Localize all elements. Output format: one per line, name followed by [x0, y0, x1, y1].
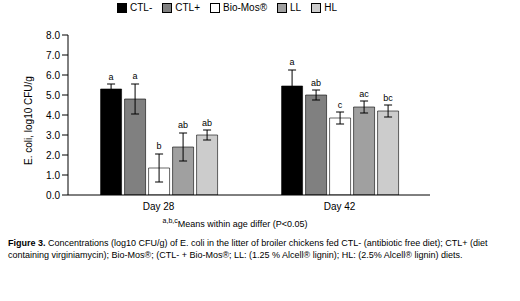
- html-text:Figure 3. Concentrations (log1: Figure 3. Concentrations (log10 CFU/g) o…: [8, 238, 488, 260]
- svg-text:0.0: 0.0: [46, 190, 60, 201]
- svg-text:ab: ab: [178, 120, 188, 130]
- svg-text:Day 42: Day 42: [324, 201, 356, 212]
- svg-text:ac: ac: [359, 89, 369, 99]
- svg-text:5.0: 5.0: [46, 90, 60, 101]
- svg-text:bc: bc: [383, 93, 393, 103]
- svg-text:7.0: 7.0: [46, 50, 60, 61]
- html-text:a,b,cMeans within age differ (: a,b,cMeans within age differ (P<0.05): [162, 217, 308, 229]
- svg-text:8.0: 8.0: [46, 30, 60, 41]
- svg-text:ab: ab: [311, 78, 321, 88]
- svg-text:a: a: [290, 57, 295, 67]
- html-text:HL: HL: [324, 2, 337, 13]
- svg-text:2.0: 2.0: [46, 150, 60, 161]
- svg-text:c: c: [338, 100, 343, 110]
- svg-text:6.0: 6.0: [46, 70, 60, 81]
- svg-text:1.0: 1.0: [46, 170, 60, 181]
- html-text:Bio-Mos®: Bio-Mos®: [223, 2, 267, 13]
- html-text:CTL-: CTL-: [130, 2, 153, 13]
- svg-text:a: a: [109, 72, 114, 82]
- svg-text:ab: ab: [202, 118, 212, 128]
- svg-text:3.0: 3.0: [46, 130, 60, 141]
- html-text:CTL+: CTL+: [175, 2, 200, 13]
- svg-text:Day 28: Day 28: [143, 201, 175, 212]
- html-text:LL: LL: [290, 2, 302, 13]
- svg-text:a: a: [133, 71, 138, 81]
- svg-text:E. coli, log10 CFU/g: E. coli, log10 CFU/g: [23, 76, 34, 165]
- svg-text:b: b: [157, 141, 162, 151]
- svg-text:4.0: 4.0: [46, 110, 60, 121]
